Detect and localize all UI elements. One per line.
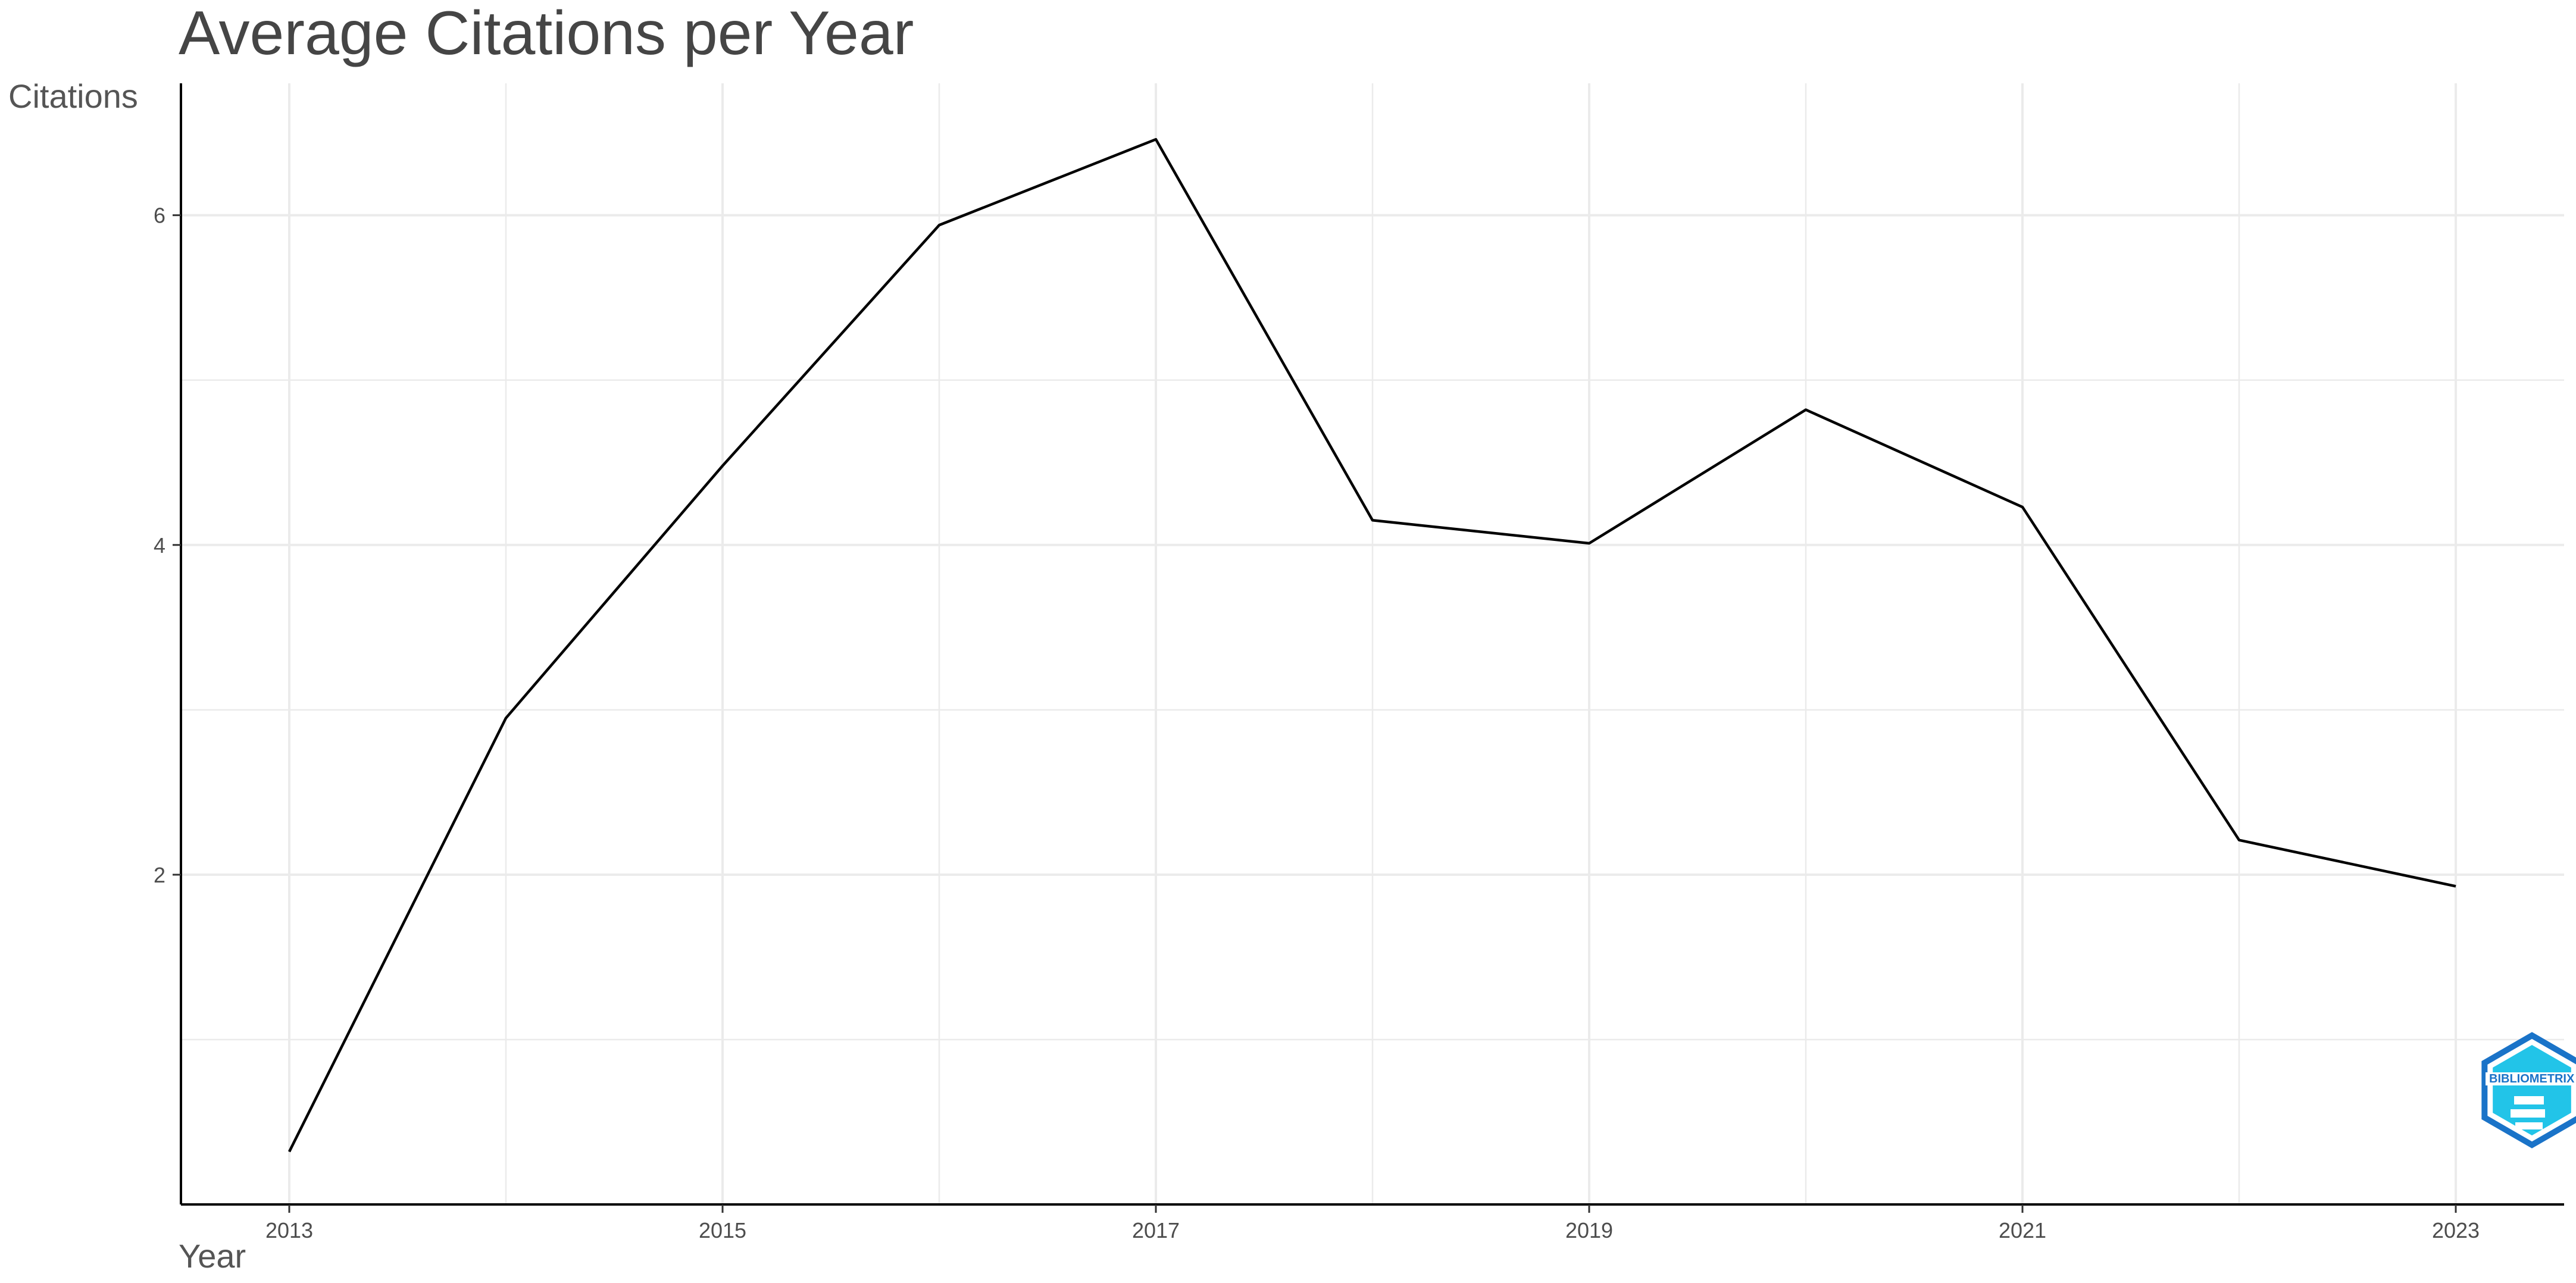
x-tick-label: 2013 xyxy=(265,1218,313,1243)
logo-text: BIBLIOMETRIX xyxy=(2489,1072,2575,1085)
x-tick-label: 2023 xyxy=(2432,1218,2480,1243)
x-tick-label: 2019 xyxy=(1565,1218,1613,1243)
ticks: 2013 2015 2017 2019 2021 2023 2 4 6 xyxy=(154,204,2480,1243)
y-tick-label: 6 xyxy=(154,204,165,228)
x-tick-label: 2015 xyxy=(699,1218,746,1243)
y-tick-label: 4 xyxy=(154,533,165,558)
x-tick-label: 2017 xyxy=(1132,1218,1180,1243)
x-axis-label: Year xyxy=(179,1237,246,1275)
axes xyxy=(180,83,2564,1206)
chart-title: Average Citations per Year xyxy=(179,0,914,68)
logo-figure xyxy=(2511,1096,2545,1129)
bibliometrix-logo-icon: BIBLIOMETRIX xyxy=(2481,1032,2576,1149)
y-tick-label: 2 xyxy=(154,863,165,887)
x-tick-label: 2021 xyxy=(1999,1218,2046,1243)
series xyxy=(287,137,2456,1153)
logo-band xyxy=(2486,1072,2576,1085)
grid xyxy=(181,83,2564,1204)
y-axis-label: Citations xyxy=(8,77,138,115)
